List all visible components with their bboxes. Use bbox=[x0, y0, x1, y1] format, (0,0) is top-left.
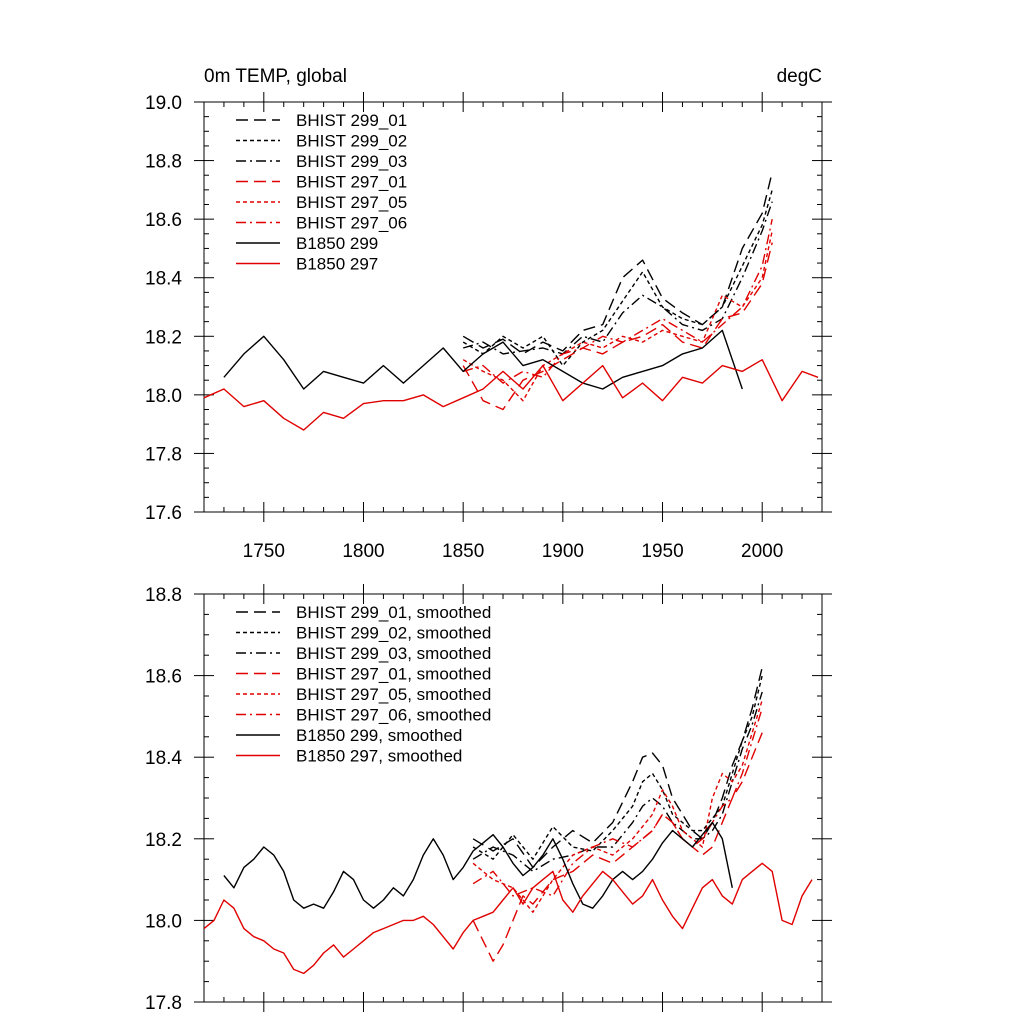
x-tick-label: 1800 bbox=[342, 541, 384, 562]
x-tick-label: 1850 bbox=[442, 541, 484, 562]
bottom-panel: 17.8 18.0 18.2 18.4 18.6 18.8 BHIST 299_01, sm… bbox=[145, 584, 832, 1014]
legend-label: BHIST 297_01 bbox=[296, 173, 407, 192]
legend-label: B1850 297, smoothed bbox=[296, 747, 462, 766]
legend-label: BHIST 299_02, smoothed bbox=[296, 624, 491, 643]
y-tick-label: 18.2 bbox=[145, 830, 182, 851]
series-line-1 bbox=[462, 172, 773, 355]
series-line-7 bbox=[223, 329, 743, 390]
y-tick-label: 18.6 bbox=[145, 667, 182, 688]
legend-label: BHIST 297_05, smoothed bbox=[296, 685, 491, 704]
legend-label: BHIST 297_01, smoothed bbox=[296, 665, 491, 684]
y-tick-label: 18.0 bbox=[145, 386, 182, 407]
series-line-4 bbox=[462, 242, 773, 411]
series-line-6 bbox=[472, 707, 763, 897]
legend-label: BHIST 299_01, smoothed bbox=[296, 603, 491, 622]
y-tick-label: 18.4 bbox=[145, 748, 182, 769]
legend-label: BHIST 297_06 bbox=[296, 214, 407, 233]
legend-label: B1850 299, smoothed bbox=[296, 726, 462, 745]
y-tick-label: 18.0 bbox=[145, 911, 182, 932]
x-tick-label: 1900 bbox=[542, 541, 584, 562]
y-tick-label: 17.6 bbox=[145, 503, 182, 524]
y-tick-label: 18.6 bbox=[145, 210, 182, 231]
y-tick-label: 18.4 bbox=[145, 269, 182, 290]
series-line-4 bbox=[472, 732, 763, 962]
series-line-7 bbox=[223, 821, 733, 909]
series-line-5 bbox=[472, 699, 763, 913]
chart-units: degC bbox=[777, 66, 822, 87]
series-line-6 bbox=[463, 218, 773, 384]
series-line-2 bbox=[462, 189, 773, 367]
legend-label: B1850 297 bbox=[296, 255, 378, 274]
series-line-3 bbox=[463, 201, 773, 355]
legend-label: BHIST 297_05 bbox=[296, 193, 407, 212]
legend-label: B1850 299 bbox=[296, 234, 378, 253]
x-tick-label: 1950 bbox=[641, 541, 683, 562]
y-tick-label: 17.8 bbox=[145, 993, 182, 1014]
y-tick-label: 18.2 bbox=[145, 327, 182, 348]
y-tick-label: 19.0 bbox=[145, 93, 182, 114]
series-line-2 bbox=[472, 675, 763, 860]
legend-label: BHIST 297_06, smoothed bbox=[296, 706, 491, 725]
top-panel: 1750 1800 1850 1900 1950 2000 17.6 17.8 18.0 18.2… bbox=[145, 92, 832, 562]
x-tick-label: 1750 bbox=[243, 541, 285, 562]
legend-label: BHIST 299_02 bbox=[296, 132, 407, 151]
y-tick-label: 18.8 bbox=[145, 585, 182, 606]
series-line-5 bbox=[462, 230, 773, 402]
series-line-8 bbox=[203, 359, 819, 431]
series-line-8 bbox=[203, 862, 813, 975]
legend-label: BHIST 299_03, smoothed bbox=[296, 644, 491, 663]
chart-title: 0m TEMP, global bbox=[204, 66, 347, 87]
legend-label: BHIST 299_03 bbox=[296, 152, 407, 171]
y-tick-label: 17.8 bbox=[145, 444, 182, 465]
y-tick-label: 18.8 bbox=[145, 152, 182, 173]
legend-label: BHIST 299_01 bbox=[296, 111, 407, 130]
x-tick-label: 2000 bbox=[741, 541, 783, 562]
series-line-1 bbox=[472, 667, 763, 869]
